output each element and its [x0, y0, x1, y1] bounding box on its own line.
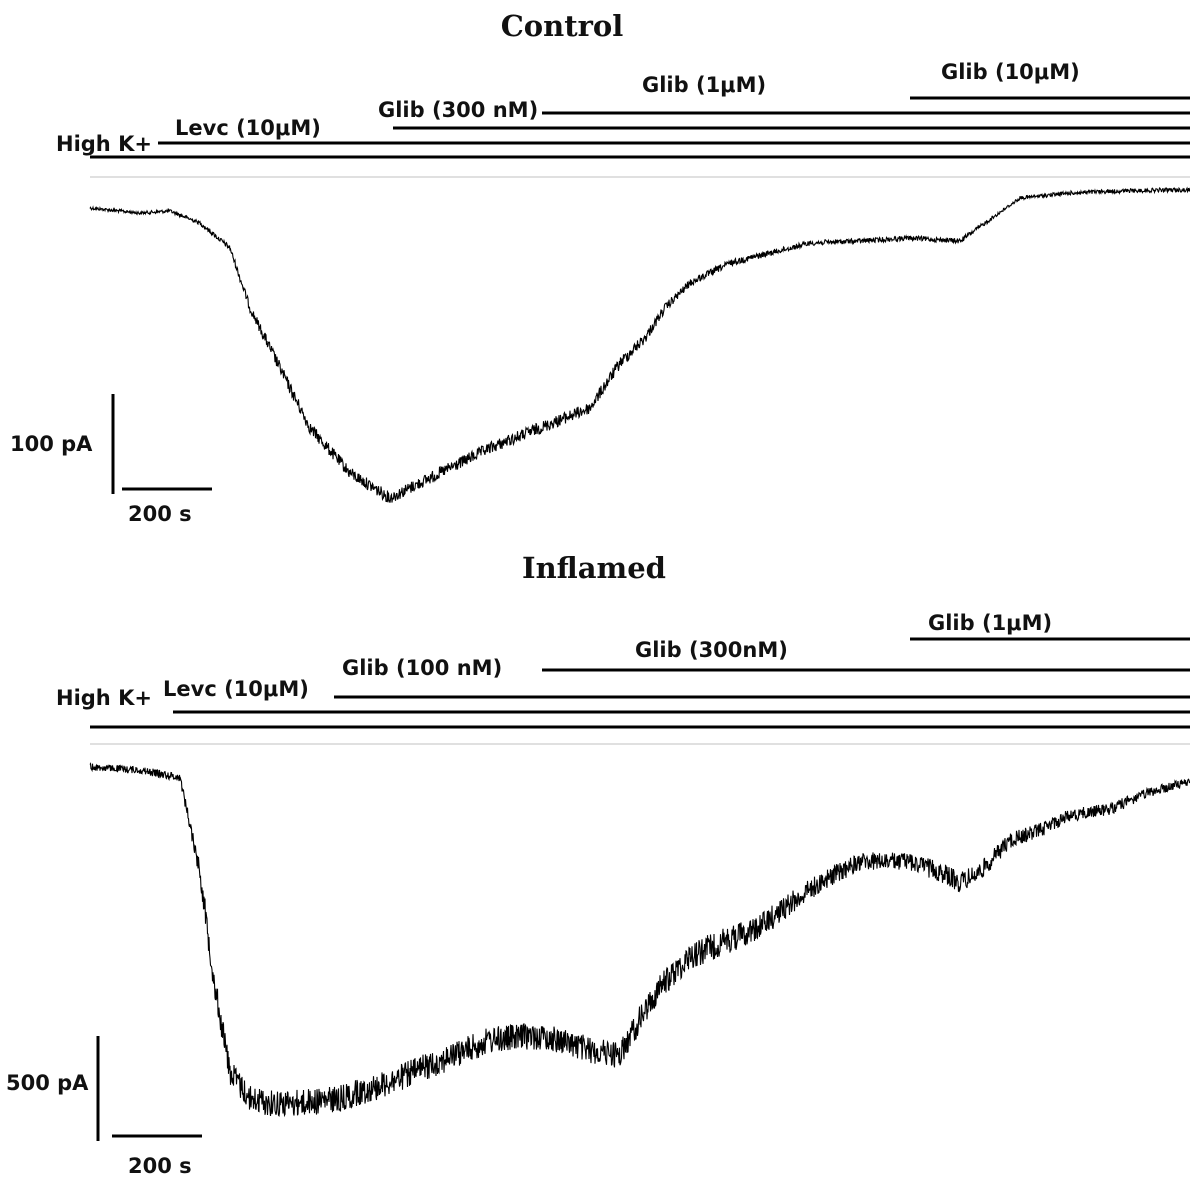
control-bar-label-glib-300nm: Glib (300 nM): [378, 98, 538, 122]
inflamed-bar-label-glib-100nm: Glib (100 nM): [342, 656, 502, 680]
inflamed-panel: Inflamed High K+ Levc (10μM) Glib (100 n…: [6, 551, 1190, 1178]
control-scale-bar: 100 pA 200 s: [10, 394, 212, 526]
inflamed-scale-current-label: 500 pA: [6, 1071, 89, 1095]
control-panel: Control High K+ Levc (10μM) Glib (300 nM…: [10, 9, 1190, 526]
inflamed-bar-label-glib-300nm: Glib (300nM): [635, 638, 788, 662]
control-scale-time-label: 200 s: [128, 502, 192, 526]
control-bar-label-levc: Levc (10μM): [175, 116, 321, 140]
control-title: Control: [501, 9, 624, 43]
inflamed-application-bars: High K+ Levc (10μM) Glib (100 nM) Glib (…: [56, 611, 1190, 729]
control-scale-current-label: 100 pA: [10, 432, 93, 456]
inflamed-baseline-label: High K+: [56, 686, 152, 710]
inflamed-bar-label-glib-1um: Glib (1μM): [928, 611, 1052, 635]
control-current-trace: [89, 186, 1190, 503]
control-bar-label-glib-10um: Glib (10μM): [941, 60, 1080, 84]
control-baseline-label: High K+: [56, 132, 152, 156]
inflamed-title: Inflamed: [522, 551, 666, 585]
inflamed-scale-bar: 500 pA 200 s: [6, 1036, 202, 1178]
control-application-bars: High K+ Levc (10μM) Glib (300 nM) Glib (…: [56, 60, 1190, 159]
inflamed-current-trace: [89, 762, 1190, 1118]
inflamed-scale-time-label: 200 s: [128, 1154, 192, 1178]
control-bar-label-glib-1um: Glib (1μM): [642, 73, 766, 97]
inflamed-bar-label-levc: Levc (10μM): [163, 677, 309, 701]
